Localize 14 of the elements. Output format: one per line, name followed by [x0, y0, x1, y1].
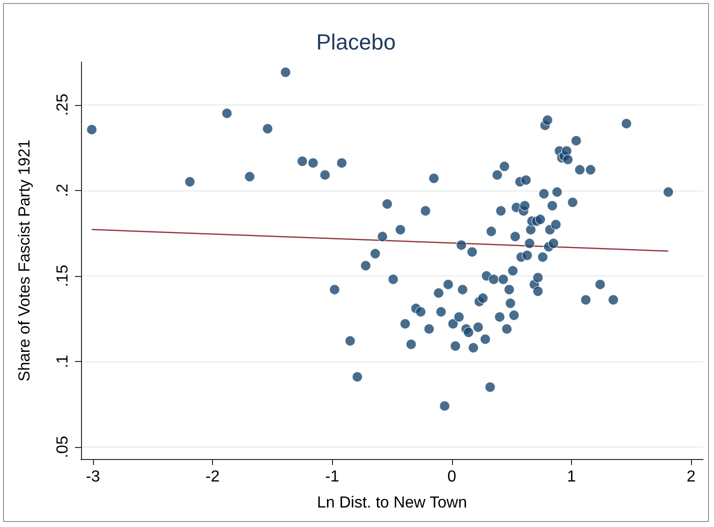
- y-tick-label: .2: [54, 184, 72, 198]
- chart-title: Placebo: [316, 30, 396, 54]
- x-tick-label: 2: [686, 468, 696, 486]
- y-tick-label: .05: [54, 436, 72, 458]
- y-tick-label: .1: [54, 354, 72, 368]
- y-tick-label: .15: [54, 264, 72, 288]
- x-tick-label: -3: [86, 468, 100, 486]
- y-axis-title: Share of Votes Fascist Party 1921: [16, 139, 34, 382]
- x-tick-label: -1: [325, 468, 340, 486]
- x-tick-label: -2: [205, 468, 220, 486]
- x-tick-label: 1: [566, 468, 576, 486]
- x-tick-label: 0: [447, 468, 456, 486]
- x-axis-title: Ln Dist. to New Town: [317, 494, 467, 512]
- y-tick-label: .25: [54, 94, 72, 116]
